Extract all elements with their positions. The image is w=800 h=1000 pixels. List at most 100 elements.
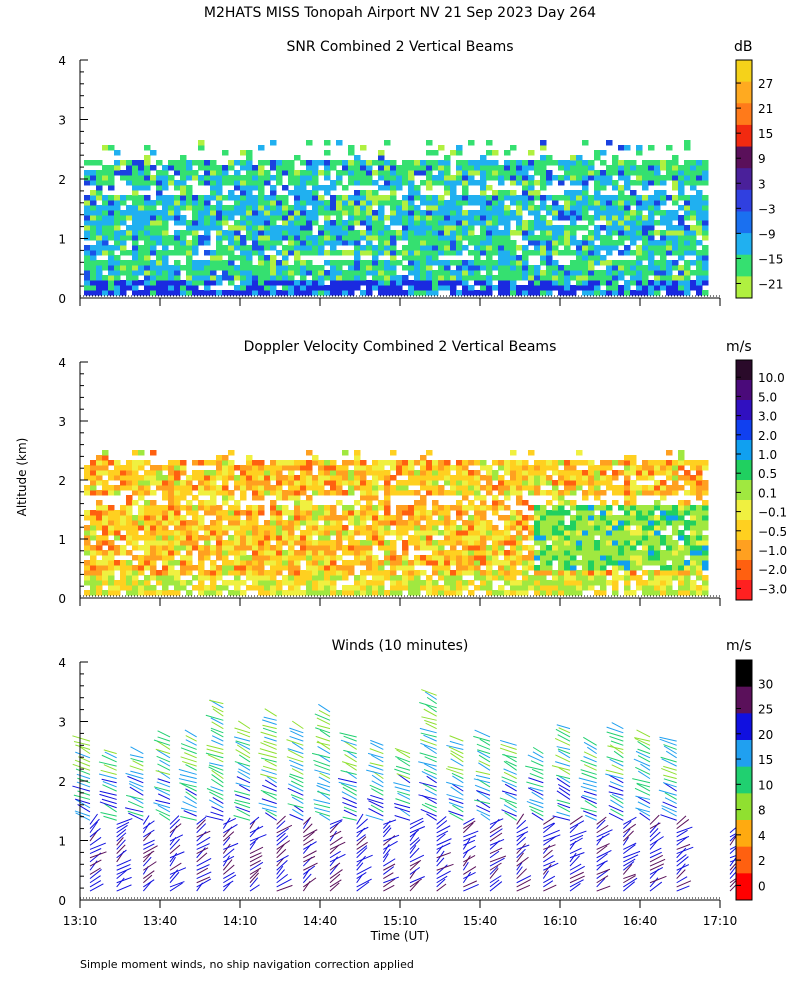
heatmap-cell <box>396 230 403 236</box>
heatmap-cell <box>384 270 391 276</box>
heatmap-cell <box>246 460 253 466</box>
heatmap-cell <box>660 525 667 531</box>
heatmap-cell <box>132 235 139 241</box>
heatmap-cell <box>492 590 499 596</box>
heatmap-cell <box>378 225 385 231</box>
heatmap-cell <box>90 285 97 291</box>
heatmap-cell <box>234 230 241 236</box>
heatmap-cell <box>468 565 475 571</box>
heatmap-cell <box>456 485 463 491</box>
heatmap-cell <box>444 235 451 241</box>
heatmap-cell <box>582 540 589 546</box>
heatmap-cell <box>336 180 343 186</box>
heatmap-cell <box>186 195 193 201</box>
heatmap-cell <box>510 575 517 581</box>
heatmap-cell <box>204 545 211 551</box>
heatmap-cell <box>498 195 505 201</box>
heatmap-cell <box>366 585 373 591</box>
heatmap-cell <box>366 515 373 521</box>
heatmap-cell <box>570 545 577 551</box>
heatmap-cell <box>348 230 355 236</box>
heatmap-cell <box>264 575 271 581</box>
heatmap-cell <box>336 280 343 286</box>
heatmap-cell <box>486 170 493 176</box>
heatmap-cell <box>366 230 373 236</box>
heatmap-cell <box>264 220 271 226</box>
heatmap-cell <box>684 200 691 206</box>
heatmap-cell <box>294 180 301 186</box>
wind-barb <box>157 793 171 800</box>
heatmap-cell <box>402 490 409 496</box>
heatmap-cell <box>222 465 229 471</box>
heatmap-cell <box>672 260 679 266</box>
heatmap-cell <box>420 290 427 296</box>
heatmap-cell <box>546 585 553 591</box>
heatmap-cell <box>516 265 523 271</box>
heatmap-cell <box>264 550 271 556</box>
heatmap-cell <box>156 260 163 266</box>
heatmap-cell <box>168 175 175 181</box>
heatmap-cell <box>288 555 295 561</box>
heatmap-cell <box>606 265 613 271</box>
heatmap-cell <box>240 260 247 266</box>
heatmap-cell <box>90 490 97 496</box>
heatmap-cell <box>408 515 415 521</box>
heatmap-cell <box>138 570 145 576</box>
heatmap-cell <box>306 570 313 576</box>
heatmap-cell <box>438 475 445 481</box>
heatmap-cell <box>270 265 277 271</box>
wind-barb <box>157 804 171 813</box>
heatmap-cell <box>690 230 697 236</box>
heatmap-cell <box>462 230 469 236</box>
heatmap-cell <box>162 535 169 541</box>
heatmap-cell <box>576 550 583 556</box>
heatmap-cell <box>294 475 301 481</box>
heatmap-cell <box>168 210 175 216</box>
heatmap-cell <box>228 535 235 541</box>
heatmap-cell <box>684 525 691 531</box>
heatmap-cell <box>144 585 151 591</box>
heatmap-cell <box>492 170 499 176</box>
heatmap-cell <box>138 195 145 201</box>
heatmap-cell <box>366 480 373 486</box>
heatmap-cell <box>564 240 571 246</box>
heatmap-cell <box>108 210 115 216</box>
heatmap-cell <box>654 580 661 586</box>
heatmap-cell <box>294 570 301 576</box>
heatmap-cell <box>468 560 475 566</box>
heatmap-cell <box>264 265 271 271</box>
heatmap-cell <box>342 545 349 551</box>
heatmap-cell <box>186 285 193 291</box>
heatmap-cell <box>408 170 415 176</box>
heatmap-cell <box>324 550 331 556</box>
heatmap-cell <box>510 470 517 476</box>
heatmap-cell <box>612 555 619 561</box>
heatmap-cell <box>594 180 601 186</box>
wind-barb <box>143 850 155 859</box>
wind-barb <box>104 803 117 813</box>
heatmap-cell <box>210 585 217 591</box>
heatmap-cell <box>372 245 379 251</box>
heatmap-cell <box>546 220 553 226</box>
heatmap-cell <box>528 580 535 586</box>
heatmap-cell <box>330 225 337 231</box>
heatmap-cell <box>684 540 691 546</box>
heatmap-cell <box>102 510 109 516</box>
heatmap-cell <box>468 540 475 546</box>
heatmap-cell <box>348 175 355 181</box>
heatmap-cell <box>228 260 235 266</box>
heatmap-cell <box>588 290 595 296</box>
heatmap-cell <box>192 470 199 476</box>
heatmap-cell <box>306 165 313 171</box>
heatmap-cell <box>240 490 247 496</box>
heatmap-cell <box>258 510 265 516</box>
heatmap-cell <box>690 525 697 531</box>
heatmap-cell <box>156 550 163 556</box>
heatmap-cell <box>162 465 169 471</box>
heatmap-cell <box>600 275 607 281</box>
heatmap-cell <box>324 480 331 486</box>
heatmap-cell <box>660 160 667 166</box>
heatmap-cell <box>234 225 241 231</box>
heatmap-cell <box>630 485 637 491</box>
heatmap-cell <box>600 160 607 166</box>
